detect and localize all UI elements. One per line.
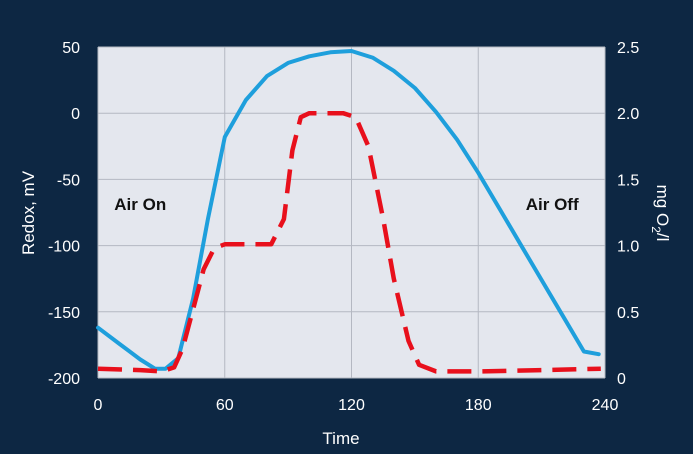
x-tick-label-2: 120 (338, 397, 365, 414)
y-right-tick-label-0: 0 (617, 371, 626, 388)
annotation-1: Air Off (526, 195, 579, 214)
x-axis-title: Time (322, 429, 359, 448)
grid (97, 46, 606, 379)
x-tick-labels: 0 60 120 180 240 (94, 397, 619, 414)
y-right-tick-label-4: 2.0 (617, 106, 639, 123)
x-tick-label-4: 240 (592, 397, 619, 414)
y-right-axis-title: mg O2/l (649, 185, 672, 242)
y-left-tick-label-4: 0 (71, 106, 80, 123)
y-left-tick-label-3: -50 (57, 172, 80, 189)
annotation-0: Air On (114, 195, 166, 214)
y-right-tick-label-5: 2.5 (617, 40, 639, 57)
y-right-tick-label-3: 1.5 (617, 172, 639, 189)
y-left-axis-title: Redox, mV (19, 170, 38, 255)
y-left-tick-label-0: -200 (48, 371, 80, 388)
y-right-tick-labels: 0 0.5 1.0 1.5 2.0 2.5 (617, 40, 639, 388)
redox-solid-line (96, 49, 601, 371)
y-right-title-part-1: mg O (653, 185, 672, 227)
y-left-tick-labels: -200 -150 -100 -50 0 50 (48, 40, 80, 388)
series-lines (96, 49, 601, 374)
y-left-tick-label-5: 50 (62, 40, 80, 57)
y-left-tick-label-2: -100 (48, 239, 80, 256)
y-right-tick-label-2: 1.0 (617, 239, 639, 256)
y-left-tick-label-1: -150 (48, 305, 80, 322)
y-right-title-subscript: 2 (649, 226, 663, 233)
y-right-tick-label-1: 0.5 (617, 305, 639, 322)
annotations: Air On Air Off (114, 195, 579, 214)
oxygen-dashed-line (97, 110, 601, 374)
x-tick-label-1: 60 (216, 397, 234, 414)
x-tick-label-3: 180 (465, 397, 492, 414)
y-right-title-part-3: /l (653, 233, 672, 242)
x-tick-label-0: 0 (94, 397, 103, 414)
